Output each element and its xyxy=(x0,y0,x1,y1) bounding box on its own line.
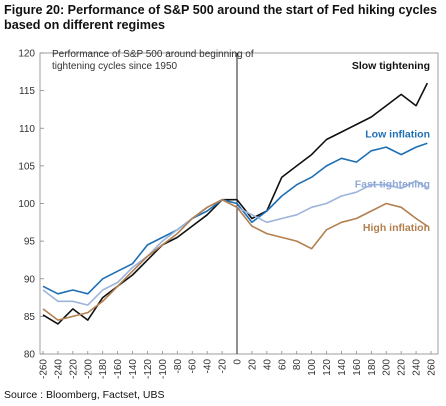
x-tick-label: -160 xyxy=(113,359,124,379)
x-tick-label: 100 xyxy=(307,359,318,376)
x-tick-label: 0 xyxy=(233,359,244,365)
y-tick-label: 120 xyxy=(18,49,35,60)
x-tick-label: -100 xyxy=(158,359,169,379)
series-label-slow-tightening: Slow tightening xyxy=(352,60,430,72)
series-label-low-inflation: Low inflation xyxy=(365,128,430,140)
y-tick-label: 100 xyxy=(18,199,35,210)
y-tick-label: 110 xyxy=(19,124,35,135)
x-tick-label: -120 xyxy=(143,359,154,379)
x-tick-label: 180 xyxy=(367,359,378,376)
y-tick-label: 80 xyxy=(24,350,36,361)
x-tick-label: -180 xyxy=(98,359,109,379)
x-tick-label: -240 xyxy=(53,359,64,379)
series-label-fast-tightening: Fast tightening xyxy=(355,178,430,190)
chart-inner-title-line-2: tightening cycles since 1950 xyxy=(52,61,178,72)
y-tick-label: 115 xyxy=(19,86,35,97)
x-tick-label: 120 xyxy=(322,359,333,376)
x-tick-label: 240 xyxy=(412,359,423,376)
series-labels: Slow tightening Low inflation Fast tighten… xyxy=(352,60,430,234)
x-tick-label: 60 xyxy=(277,359,288,371)
x-axis: -260 -240 -220 -200 -180 -160 -140 -120 -100 -80-… xyxy=(39,351,438,379)
x-tick-label: -60 xyxy=(188,359,199,374)
source-note: Source : Bloomberg, Factset, UBS xyxy=(4,389,165,401)
series-label-high-inflation: High inflation xyxy=(363,222,430,234)
x-tick-label: -200 xyxy=(83,359,94,379)
y-tick-label: 105 xyxy=(18,161,35,172)
y-axis: 80 85 90 95 100 105 110 115 120 xyxy=(18,49,44,361)
x-tick-label: 40 xyxy=(262,359,273,371)
series-line-slow-tightening xyxy=(42,82,429,325)
x-tick-label: 80 xyxy=(292,359,303,371)
x-tick-label: 160 xyxy=(352,359,363,376)
chart-inner-title-line-1: Performance of S&P 500 around beginning … xyxy=(52,49,254,60)
x-tick-label: 140 xyxy=(337,359,348,376)
series-line-low-inflation xyxy=(42,142,428,295)
x-tick-label: -140 xyxy=(128,359,139,379)
x-tick-label: 220 xyxy=(397,359,408,376)
x-tick-label: -260 xyxy=(39,359,50,379)
x-tick-label: 20 xyxy=(247,359,258,371)
figure-title: Figure 20: Performance of S&P 500 around… xyxy=(4,3,437,32)
x-tick-label: -20 xyxy=(218,359,229,374)
series-line-high-inflation xyxy=(42,198,428,321)
x-tick-label: -80 xyxy=(173,359,184,374)
series-lines xyxy=(42,82,429,325)
x-tick-label: 200 xyxy=(382,359,393,376)
y-tick-label: 90 xyxy=(24,274,36,285)
x-tick-label: -220 xyxy=(68,359,79,379)
x-tick-label: 260 xyxy=(427,359,438,376)
y-tick-label: 85 xyxy=(24,312,36,323)
y-tick-label: 95 xyxy=(24,237,36,248)
x-tick-label: -40 xyxy=(203,359,214,374)
